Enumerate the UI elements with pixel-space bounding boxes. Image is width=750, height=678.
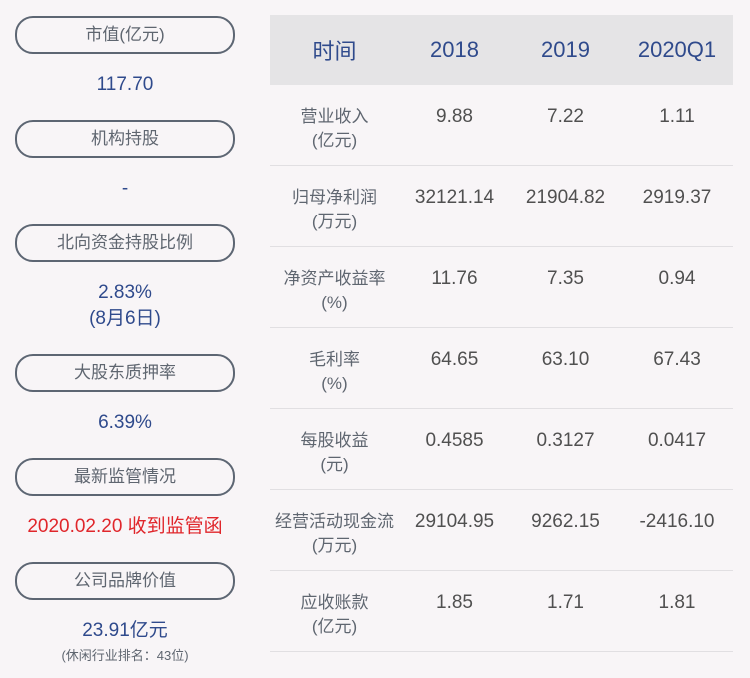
- cell-value: 9262.15: [531, 511, 600, 532]
- northbound-ratio-label: 北向资金持股比例: [15, 224, 235, 262]
- northbound-ratio-date: (8月6日): [89, 308, 161, 329]
- financial-table: 时间 2018 2019 2020Q1 营业收入 (亿元) 9.88 7.22 1…: [270, 15, 733, 652]
- cell-value: 63.10: [541, 349, 590, 370]
- brand-value-label: 公司品牌价值: [15, 562, 235, 600]
- cell-value: 2919.37: [642, 187, 712, 208]
- cell-value: 21904.82: [525, 187, 606, 208]
- cell-value: 7.35: [547, 268, 584, 289]
- cell-value: 0.3127: [536, 430, 595, 451]
- brand-value-value: 23.91亿元: [82, 620, 168, 641]
- table-row: 营业收入 (亿元) 9.88 7.22 1.11: [270, 85, 733, 166]
- table-row: 毛利率 (%) 64.65 63.10 67.43: [270, 328, 733, 409]
- row-label: 经营活动现金流 (万元): [275, 512, 394, 555]
- header-2020q1: 2020Q1: [637, 37, 717, 62]
- institutional-holding-label: 机构持股: [15, 120, 235, 158]
- cell-value: 1.11: [659, 106, 695, 127]
- table-row: 每股收益 (元) 0.4585 0.3127 0.0417: [270, 409, 733, 490]
- table-row: 归母净利润 (万元) 32121.14 21904.82 2919.37: [270, 166, 733, 247]
- cell-value: 0.0417: [647, 430, 707, 451]
- table-row: 应收账款 (亿元) 1.85 1.71 1.81: [270, 571, 733, 652]
- row-label: 毛利率 (%): [309, 350, 360, 393]
- cell-value: 7.22: [547, 106, 584, 127]
- row-label: 每股收益 (元): [300, 431, 369, 474]
- table-row: 经营活动现金流 (万元) 29104.95 9262.15 -2416.10: [270, 490, 733, 571]
- row-label: 净资产收益率 (%): [283, 269, 386, 312]
- header-2019: 2019: [541, 37, 590, 62]
- cell-value: 1.81: [658, 592, 696, 613]
- regulatory-status-value: 2020.02.20 收到监管函: [27, 516, 223, 537]
- cell-value: 11.76: [431, 268, 478, 289]
- market-cap-value: 117.70: [96, 74, 154, 95]
- cell-value: 67.43: [653, 349, 701, 370]
- cell-value: 0.4585: [425, 430, 484, 451]
- brand-value-rank: (休闲行业排名：43位): [61, 648, 189, 663]
- header-2018: 2018: [430, 37, 479, 62]
- cell-value: 1.71: [547, 592, 584, 613]
- institutional-holding-value: -: [121, 178, 129, 199]
- northbound-ratio-value: 2.83%: [98, 282, 152, 303]
- table-row: 净资产收益率 (%) 11.76 7.35 0.94: [270, 247, 733, 328]
- cell-value: 29104.95: [414, 511, 495, 532]
- row-label: 应收账款 (亿元): [300, 593, 369, 636]
- cell-value: 1.85: [436, 592, 473, 613]
- cell-value: 64.65: [430, 349, 479, 370]
- market-cap-label: 市值(亿元): [15, 16, 235, 54]
- table-header: 时间 2018 2019 2020Q1: [270, 15, 733, 85]
- row-label: 归母净利润 (万元): [292, 188, 377, 231]
- pledge-ratio-label: 大股东质押率: [15, 354, 235, 392]
- row-label: 营业收入 (亿元): [300, 107, 369, 150]
- pledge-ratio-value: 6.39%: [98, 412, 152, 433]
- cell-value: 32121.14: [414, 187, 495, 208]
- header-time: 时间: [312, 39, 357, 64]
- cell-value: 0.94: [658, 268, 696, 289]
- cell-value: -2416.10: [639, 511, 715, 532]
- cell-value: 9.88: [436, 106, 473, 127]
- regulatory-status-label: 最新监管情况: [15, 458, 235, 496]
